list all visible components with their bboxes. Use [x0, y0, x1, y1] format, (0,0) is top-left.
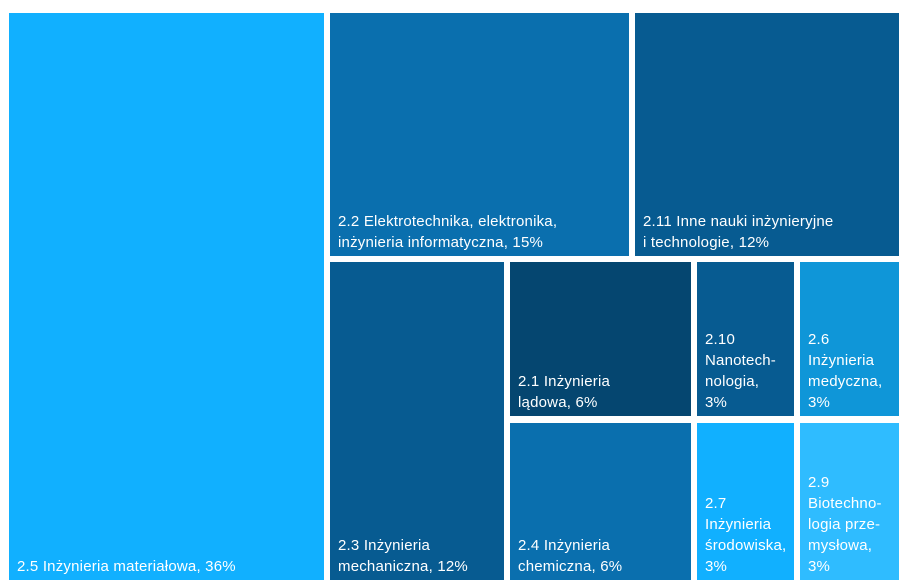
- tile-label: 2.4 Inżynieria chemiczna, 6%: [518, 537, 623, 575]
- tile-label: 2.3 Inżynieria mechaniczna, 12%: [338, 537, 468, 575]
- treemap-tile-2-11: 2.11 Inne nauki inżynieryjne i technolog…: [635, 13, 899, 256]
- treemap-tile-2-6: 2.6 Inżynieria medyczna, 3%: [800, 262, 899, 416]
- tile-label: 2.9 Biotechno- logia prze- mysłowa, 3%: [808, 474, 882, 575]
- treemap-tile-2-1: 2.1 Inżynieria lądowa, 6%: [510, 262, 691, 416]
- tile-label: 2.2 Elektrotechnika, elektronika, inżyni…: [338, 213, 558, 251]
- treemap-tile-2-9: 2.9 Biotechno- logia prze- mysłowa, 3%: [800, 423, 899, 580]
- tile-label: 2.1 Inżynieria lądowa, 6%: [518, 373, 611, 411]
- treemap-tile-2-7: 2.7 Inżynieria środowiska, 3%: [697, 423, 794, 580]
- treemap-tile-2-5: 2.5 Inżynieria materiałowa, 36%: [9, 13, 324, 580]
- treemap-tile-2-2: 2.2 Elektrotechnika, elektronika, inżyni…: [330, 13, 629, 256]
- tile-label: 2.5 Inżynieria materiałowa, 36%: [17, 558, 236, 575]
- treemap-tile-2-3: 2.3 Inżynieria mechaniczna, 12%: [330, 262, 504, 580]
- treemap-tile-2-4: 2.4 Inżynieria chemiczna, 6%: [510, 423, 691, 580]
- tile-label: 2.6 Inżynieria medyczna, 3%: [808, 331, 883, 411]
- tile-label: 2.7 Inżynieria środowiska, 3%: [705, 495, 787, 575]
- tile-label: 2.10 Nanotech- nologia, 3%: [705, 331, 777, 411]
- tile-label: 2.11 Inne nauki inżynieryjne i technolog…: [643, 213, 834, 251]
- treemap-tile-2-10: 2.10 Nanotech- nologia, 3%: [697, 262, 794, 416]
